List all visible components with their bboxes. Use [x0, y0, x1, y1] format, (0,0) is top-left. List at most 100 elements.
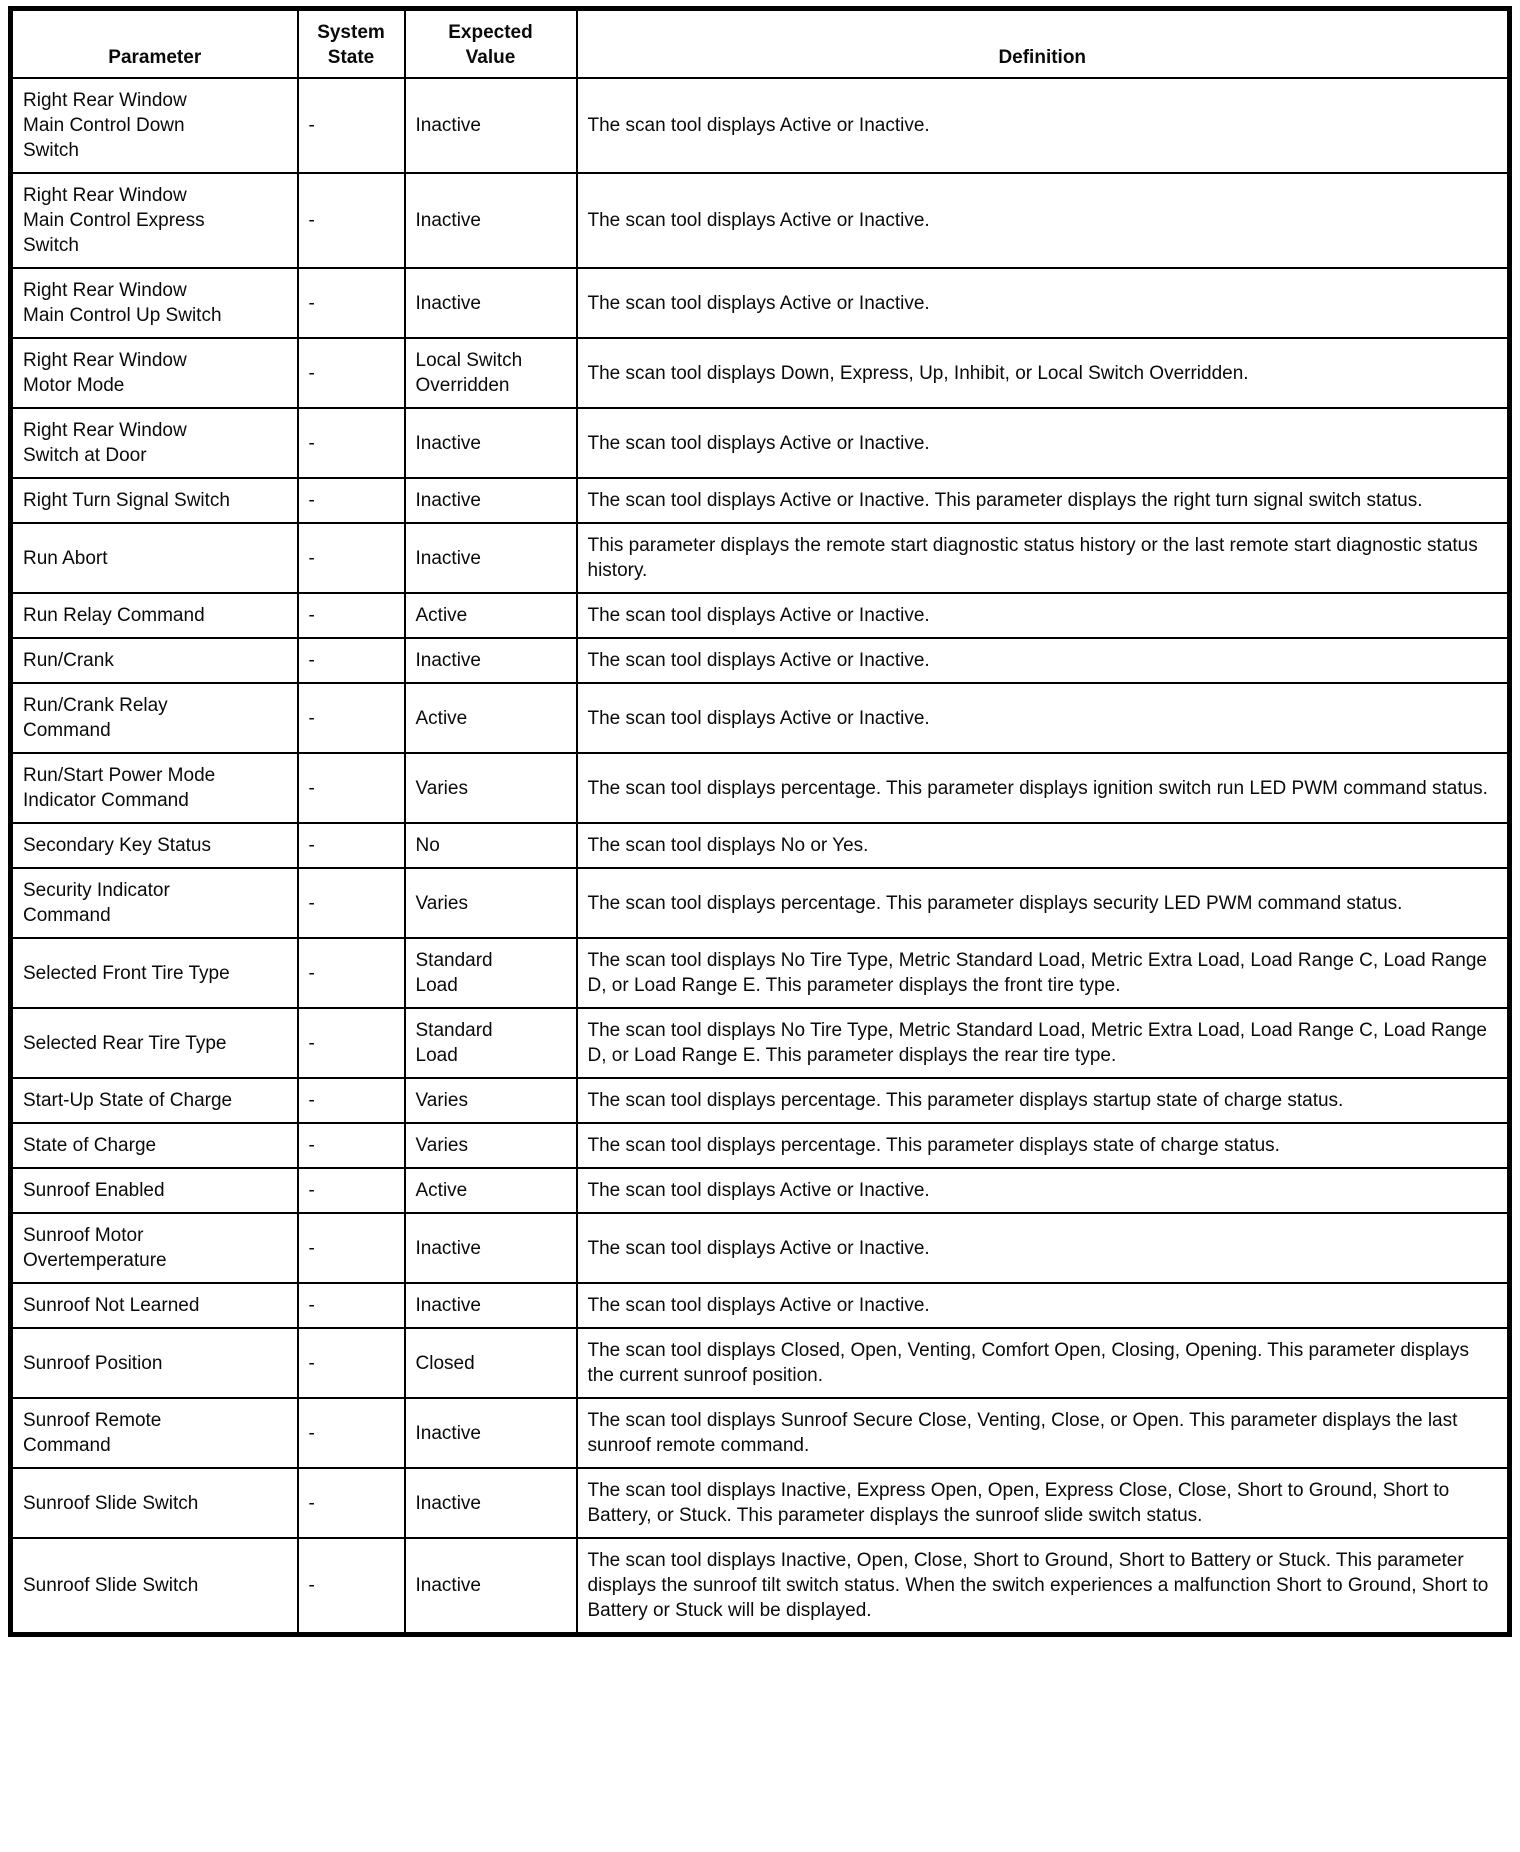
table-row: Run/Crank - Inactive The scan tool displ… [9, 637, 1511, 684]
table-row: Sunroof Not Learned - Inactive The scan … [9, 1282, 1511, 1329]
expected-value-cell: Active [403, 682, 578, 754]
definition-cell: The scan tool displays No Tire Type, Met… [575, 937, 1511, 1009]
definition-cell: The scan tool displays Closed, Open, Ven… [575, 1327, 1511, 1399]
parameter-cell: Sunroof Slide Switch [9, 1467, 299, 1539]
table-row: Right Rear Window Motor Mode - Local Swi… [9, 337, 1511, 409]
table-row: Sunroof Motor Overtemperature - Inactive… [9, 1212, 1511, 1284]
table-row: State of Charge - Varies The scan tool d… [9, 1122, 1511, 1169]
parameter-cell: Run/Crank Relay Command [9, 682, 299, 754]
parameter-cell: State of Charge [9, 1122, 299, 1169]
expected-value-cell: Inactive [403, 637, 578, 684]
expected-value-cell: Standard Load [403, 1007, 578, 1079]
parameter-cell: Sunroof Slide Switch [9, 1537, 299, 1636]
table-row: Right Rear Window Switch at Door - Inact… [9, 407, 1511, 479]
definition-cell: The scan tool displays Active or Inactiv… [575, 637, 1511, 684]
definition-cell: This parameter displays the remote start… [575, 522, 1511, 594]
system-state-cell: - [296, 752, 406, 824]
table-row: Sunroof Position - Closed The scan tool … [9, 1327, 1511, 1399]
system-state-cell: - [296, 77, 406, 174]
expected-value-cell: Varies [403, 1077, 578, 1124]
table-header: Parameter System State Expected Value De… [9, 7, 1511, 79]
parameter-cell: Run Abort [9, 522, 299, 594]
expected-value-cell: Varies [403, 867, 578, 939]
parameter-cell: Right Rear Window Main Control Express S… [9, 172, 299, 269]
definition-cell: The scan tool displays Down, Express, Up… [575, 337, 1511, 409]
definition-cell: The scan tool displays percentage. This … [575, 867, 1511, 939]
parameter-cell: Sunroof Motor Overtemperature [9, 1212, 299, 1284]
table-row: Selected Front Tire Type - Standard Load… [9, 937, 1511, 1009]
column-header-system-state: System State [296, 7, 406, 79]
definition-cell: The scan tool displays Active or Inactiv… [575, 407, 1511, 479]
expected-value-cell: Varies [403, 1122, 578, 1169]
table-row: Run Relay Command - Active The scan tool… [9, 592, 1511, 639]
expected-value-cell: Inactive [403, 172, 578, 269]
table-row: Right Rear Window Main Control Up Switch… [9, 267, 1511, 339]
system-state-cell: - [296, 867, 406, 939]
expected-value-cell: Inactive [403, 407, 578, 479]
table-row: Selected Rear Tire Type - Standard Load … [9, 1007, 1511, 1079]
parameter-cell: Run Relay Command [9, 592, 299, 639]
table-row: Run/Crank Relay Command - Active The sca… [9, 682, 1511, 754]
definition-cell: The scan tool displays Sunroof Secure Cl… [575, 1397, 1511, 1469]
expected-value-cell: Inactive [403, 77, 578, 174]
table-row: Right Turn Signal Switch - Inactive The … [9, 477, 1511, 524]
parameter-cell: Right Rear Window Switch at Door [9, 407, 299, 479]
header-row: Parameter System State Expected Value De… [9, 7, 1511, 79]
parameter-cell: Start-Up State of Charge [9, 1077, 299, 1124]
parameter-cell: Run/Crank [9, 637, 299, 684]
definition-cell: The scan tool displays Active or Inactiv… [575, 1282, 1511, 1329]
definition-cell: The scan tool displays Active or Inactiv… [575, 77, 1511, 174]
parameter-cell: Right Turn Signal Switch [9, 477, 299, 524]
system-state-cell: - [296, 407, 406, 479]
parameter-cell: Secondary Key Status [9, 822, 299, 869]
column-header-expected-value: Expected Value [403, 7, 578, 79]
parameter-table: Parameter System State Expected Value De… [8, 6, 1512, 1637]
parameter-cell: Run/Start Power Mode Indicator Command [9, 752, 299, 824]
column-header-definition: Definition [575, 7, 1511, 79]
table-row: Sunroof Slide Switch - Inactive The scan… [9, 1467, 1511, 1539]
table-row: Run/Start Power Mode Indicator Command -… [9, 752, 1511, 824]
definition-cell: The scan tool displays Active or Inactiv… [575, 477, 1511, 524]
expected-value-cell: Local Switch Overridden [403, 337, 578, 409]
system-state-cell: - [296, 1537, 406, 1636]
definition-cell: The scan tool displays Active or Inactiv… [575, 172, 1511, 269]
expected-value-cell: Active [403, 592, 578, 639]
table-row: Sunroof Remote Command - Inactive The sc… [9, 1397, 1511, 1469]
parameter-cell: Selected Rear Tire Type [9, 1007, 299, 1079]
definition-cell: The scan tool displays percentage. This … [575, 1077, 1511, 1124]
expected-value-cell: Inactive [403, 267, 578, 339]
parameter-cell: Sunroof Position [9, 1327, 299, 1399]
table-row: Secondary Key Status - No The scan tool … [9, 822, 1511, 869]
definition-cell: The scan tool displays No Tire Type, Met… [575, 1007, 1511, 1079]
parameter-cell: Sunroof Enabled [9, 1167, 299, 1214]
expected-value-cell: Inactive [403, 1282, 578, 1329]
system-state-cell: - [296, 172, 406, 269]
system-state-cell: - [296, 1467, 406, 1539]
system-state-cell: - [296, 522, 406, 594]
definition-cell: The scan tool displays Active or Inactiv… [575, 1212, 1511, 1284]
parameter-cell: Right Rear Window Main Control Up Switch [9, 267, 299, 339]
system-state-cell: - [296, 337, 406, 409]
system-state-cell: - [296, 1167, 406, 1214]
expected-value-cell: Active [403, 1167, 578, 1214]
definition-cell: The scan tool displays percentage. This … [575, 752, 1511, 824]
parameter-cell: Right Rear Window Main Control Down Swit… [9, 77, 299, 174]
table-row: Right Rear Window Main Control Down Swit… [9, 77, 1511, 174]
definition-cell: The scan tool displays Active or Inactiv… [575, 267, 1511, 339]
expected-value-cell: Inactive [403, 477, 578, 524]
expected-value-cell: Inactive [403, 1397, 578, 1469]
system-state-cell: - [296, 1397, 406, 1469]
system-state-cell: - [296, 1327, 406, 1399]
table-row: Run Abort - Inactive This parameter disp… [9, 522, 1511, 594]
definition-cell: The scan tool displays percentage. This … [575, 1122, 1511, 1169]
system-state-cell: - [296, 822, 406, 869]
parameter-cell: Sunroof Remote Command [9, 1397, 299, 1469]
system-state-cell: - [296, 637, 406, 684]
definition-cell: The scan tool displays Active or Inactiv… [575, 592, 1511, 639]
expected-value-cell: Inactive [403, 1212, 578, 1284]
parameter-cell: Selected Front Tire Type [9, 937, 299, 1009]
expected-value-cell: Closed [403, 1327, 578, 1399]
expected-value-cell: Inactive [403, 522, 578, 594]
system-state-cell: - [296, 267, 406, 339]
